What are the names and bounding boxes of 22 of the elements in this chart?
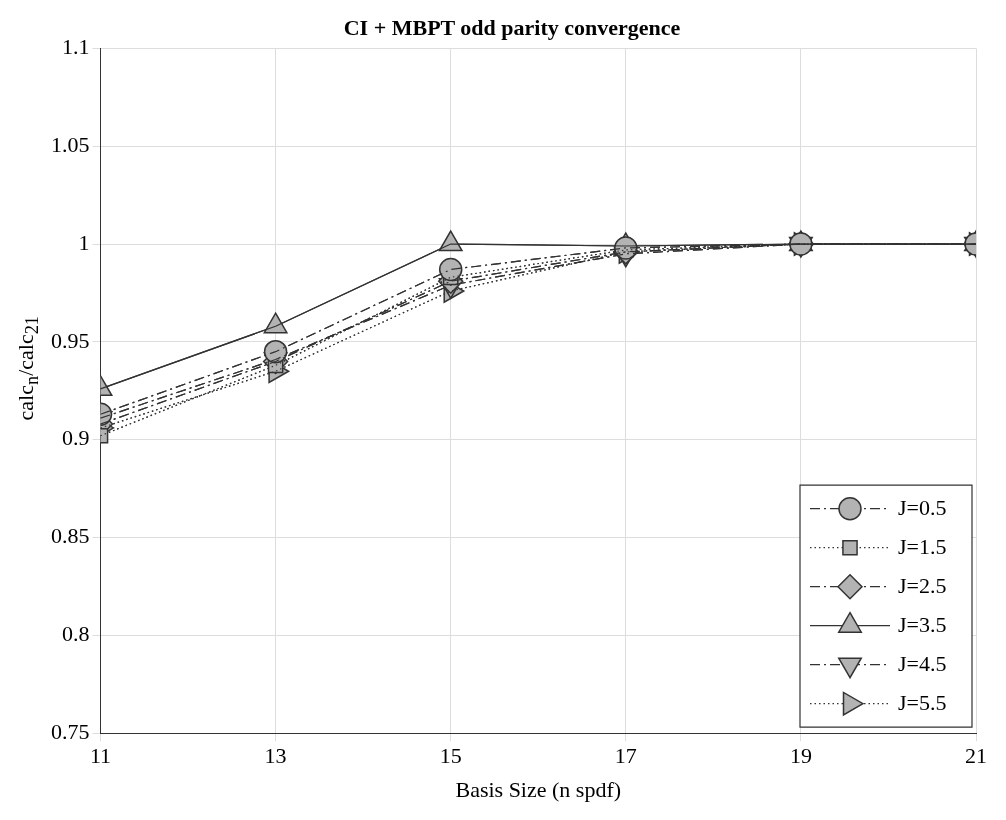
legend-label: J=4.5 [898,651,947,677]
y-tick-label: 0.75 [51,718,90,744]
legend-label: J=1.5 [898,534,947,560]
legend-label: J=2.5 [898,573,947,599]
y-tick-label: 1.1 [62,34,90,60]
x-tick-label: 11 [89,743,112,769]
y-tick-label: 1 [78,229,90,255]
legend-label: J=3.5 [898,612,947,638]
x-tick-label: 17 [614,743,637,769]
legend-label: J=5.5 [898,690,947,716]
y-tick-label: 0.9 [62,425,90,451]
y-tick-label: 0.8 [62,621,90,647]
x-tick-label: 15 [439,743,462,769]
legend-label: J=0.5 [898,495,947,521]
x-tick-label: 13 [264,743,287,769]
y-tick-label: 1.05 [51,132,90,158]
x-tick-label: 21 [965,743,987,769]
x-axis-title: Basis Size (n spdf) [455,776,622,802]
x-tick-label: 19 [789,743,812,769]
chart-title: CI + MBPT odd parity convergence [343,14,681,40]
y-tick-label: 0.85 [51,523,90,549]
y-tick-label: 0.95 [51,327,90,353]
